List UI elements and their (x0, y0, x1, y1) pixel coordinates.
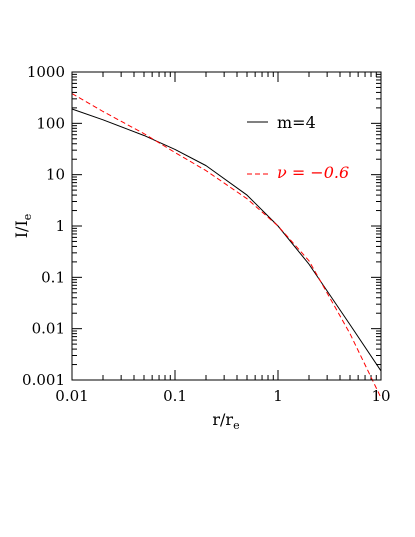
x-tick-label: 10 (371, 387, 390, 405)
legend-label-m4: m=4 (277, 113, 316, 132)
y-tick-label: 0.01 (32, 320, 65, 338)
y-axis-title: I/Ie (12, 214, 34, 239)
x-tick-label: 0.01 (55, 387, 88, 405)
tick-marks (71, 72, 381, 381)
legend: m=4 ν = −0.6 (247, 113, 349, 182)
data-curves (71, 93, 382, 399)
legend-label-nu: ν = −0.6 (277, 163, 349, 182)
y-tick-label: 0.1 (41, 268, 65, 286)
y-tick-label: 1 (55, 217, 65, 235)
y-tick-label: 0.001 (22, 371, 65, 389)
series-m4-line (71, 108, 382, 372)
series-nu-line (71, 93, 382, 399)
y-tick-label: 1000 (27, 63, 65, 81)
x-tick-label: 0.1 (163, 387, 187, 405)
x-axis-title: r/re (212, 410, 239, 432)
plot-frame (71, 71, 382, 381)
x-tick-label: 1 (273, 387, 283, 405)
y-tick-label: 10 (46, 166, 65, 184)
y-tick-label: 100 (36, 114, 65, 132)
